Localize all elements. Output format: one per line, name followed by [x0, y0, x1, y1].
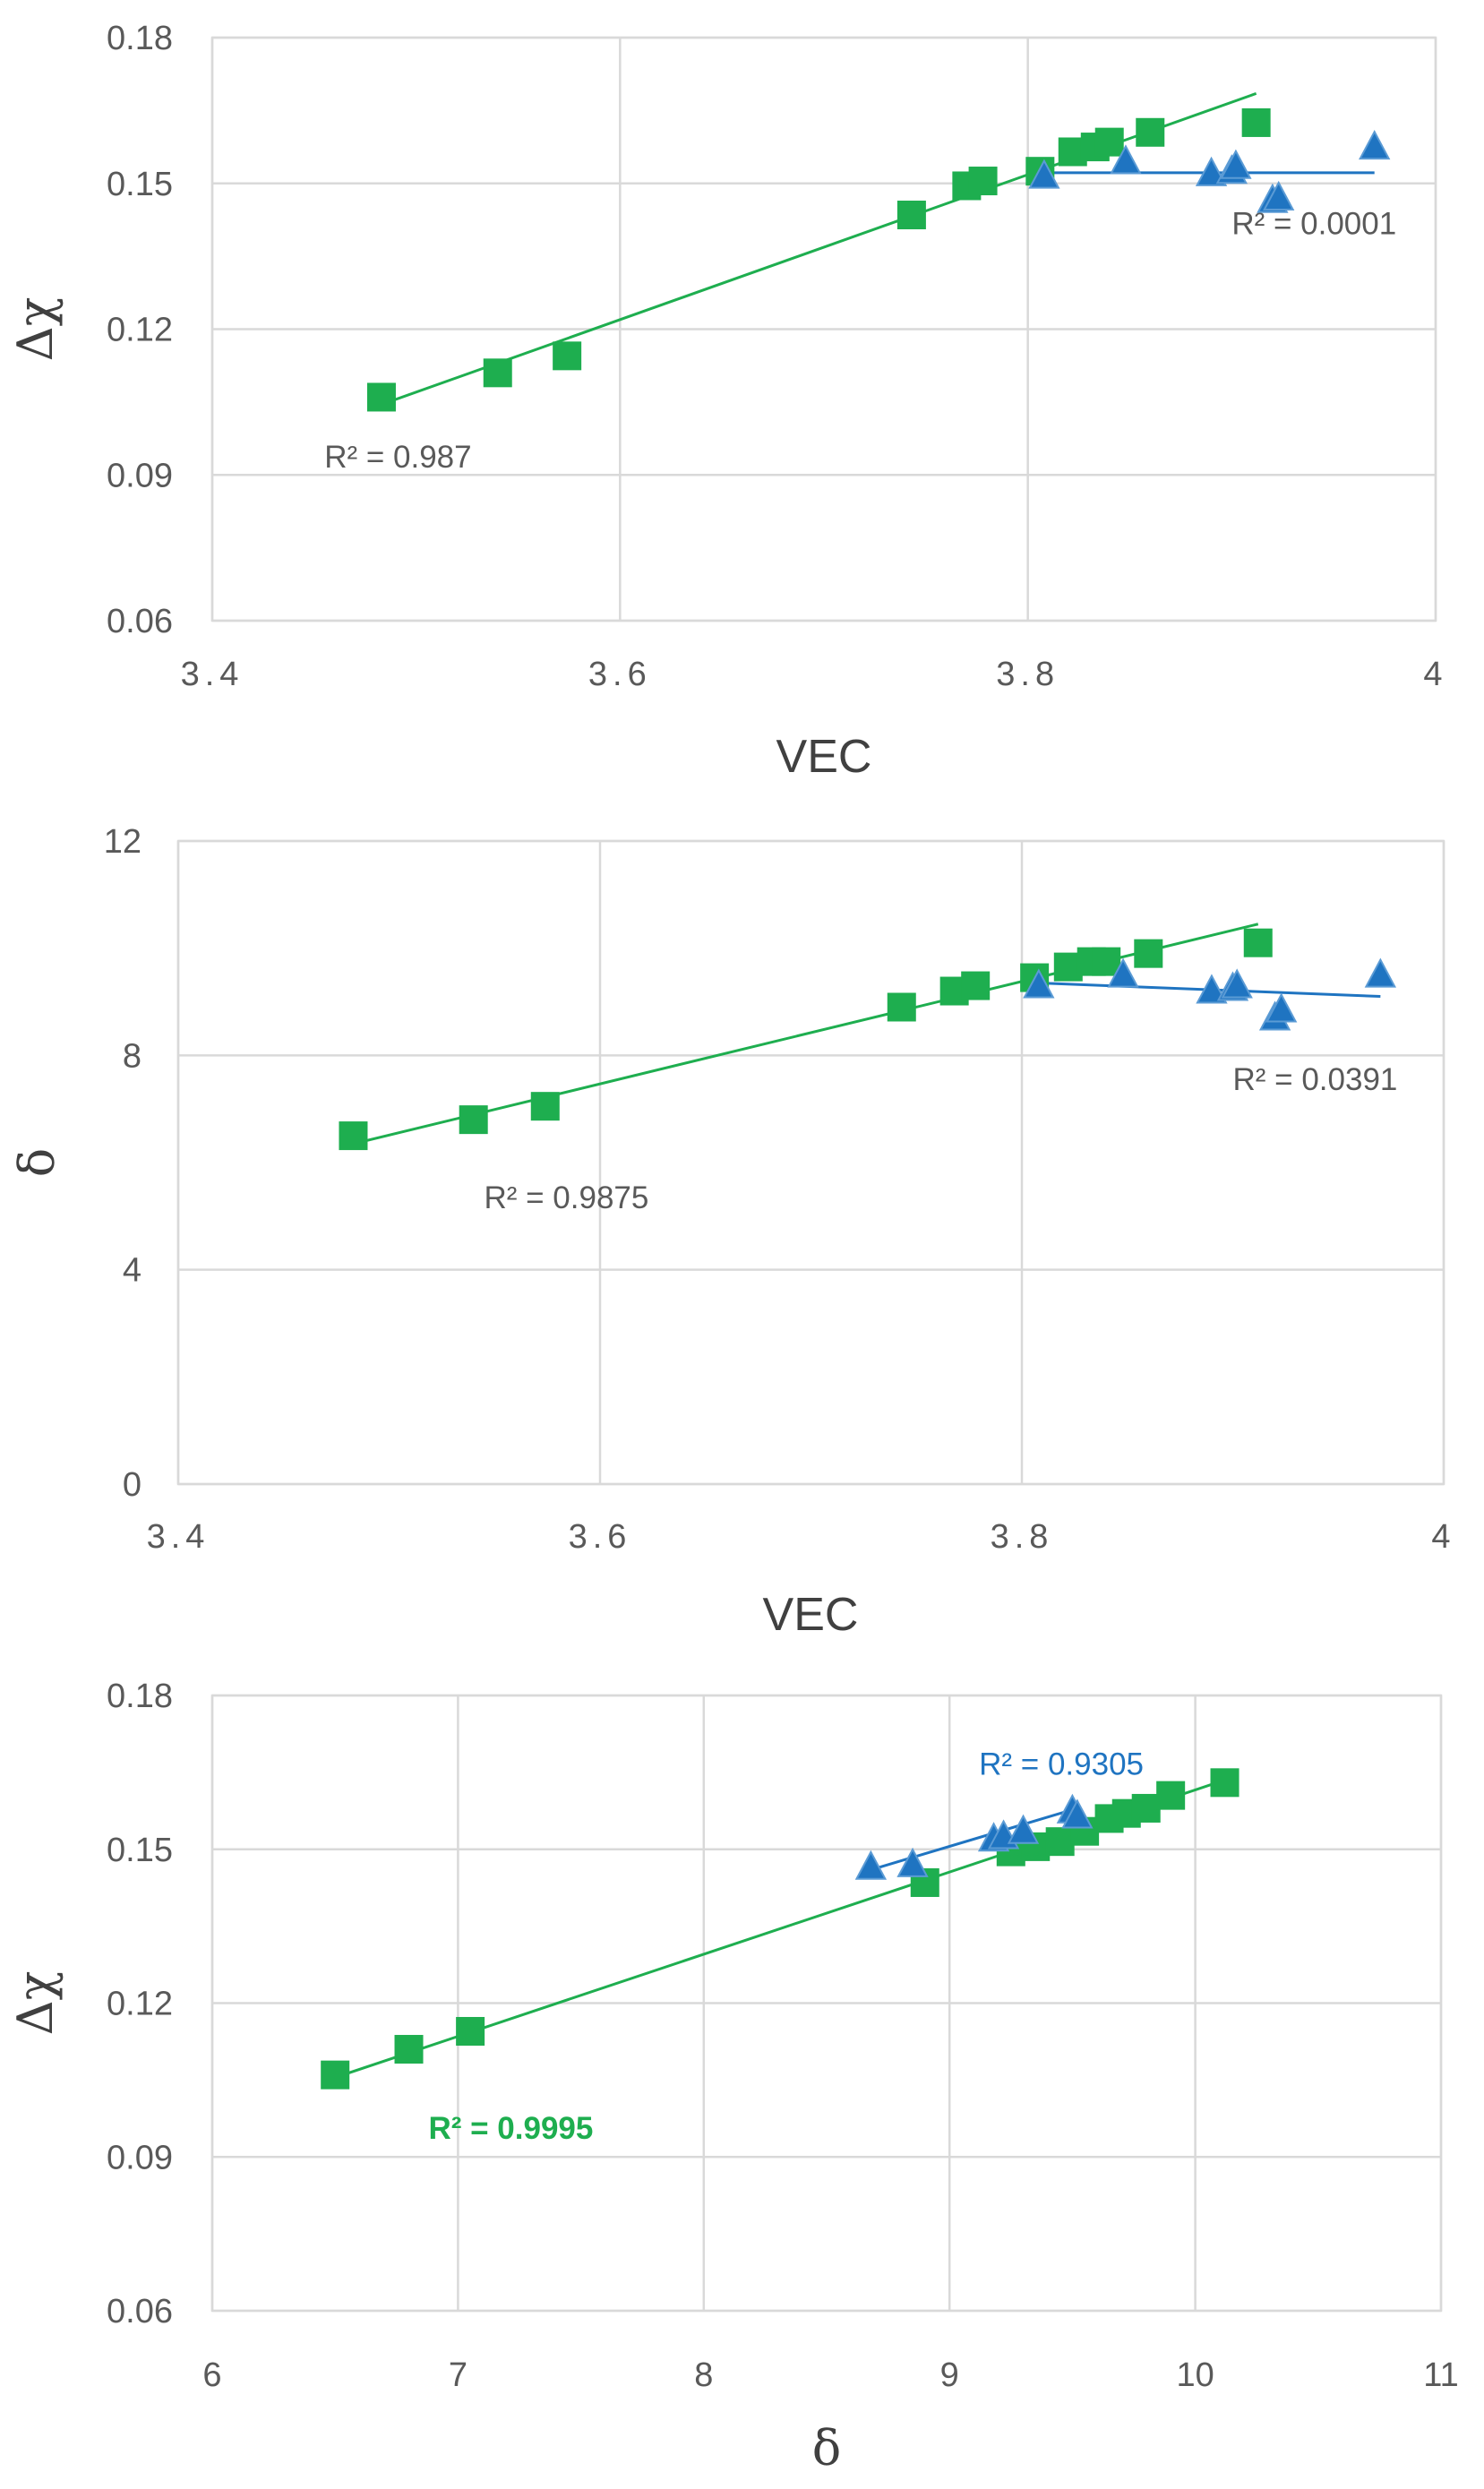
y-axis-title: Δχ: [7, 1971, 64, 2036]
y-tick-label: 0: [123, 1466, 142, 1504]
blue-triangle-point: [1061, 1798, 1094, 1829]
y-tick-label: 0.12: [107, 1986, 173, 2023]
blue-triangle-point: [1220, 149, 1252, 179]
x-axis-title: VEC: [763, 1589, 859, 1641]
blue-r-squared-label: R² = 0.0001: [1231, 207, 1396, 242]
y-axis-title: δ: [9, 1148, 65, 1178]
y-tick-label: 0.18: [107, 20, 173, 57]
y-tick-label: 0.09: [107, 457, 173, 494]
x-tick-label: 3.4: [181, 656, 244, 693]
green-r-squared-label: R² = 0.987: [324, 440, 471, 475]
y-tick-label: 0.12: [107, 312, 173, 349]
y-tick-label: 0.06: [107, 2293, 173, 2330]
chart-1: 0.06 0.09 0.12 0.15 0.18 3.4 3.6 3.8 4 VEC Δχ R² = …: [7, 20, 1447, 783]
green-square-point: [1241, 107, 1271, 137]
blue-r-squared-label: R² = 0.9305: [979, 1747, 1144, 1782]
x-tick-label: 10: [1176, 2356, 1214, 2394]
green-square-point: [968, 167, 998, 196]
green-square-point: [1092, 947, 1121, 976]
green-square-point: [961, 971, 991, 1000]
y-tick-label: 0.06: [107, 603, 173, 640]
x-tick-label: 9: [940, 2356, 959, 2394]
green-square-point: [339, 1121, 368, 1151]
blue-triangle-point: [1221, 968, 1253, 999]
x-tick-label: 4: [1431, 1518, 1455, 1556]
green-square-point: [530, 1092, 560, 1121]
green-square-point: [1210, 1768, 1240, 1798]
blue-triangle-point: [1265, 992, 1298, 1023]
blue-triangle-point: [1364, 957, 1397, 988]
x-tick-label: 3.8: [996, 656, 1059, 693]
green-square-point: [1136, 117, 1165, 147]
y-tick-label: 0.18: [107, 1678, 173, 1715]
green-square-point: [1131, 1793, 1161, 1823]
blue-triangle-point: [1110, 144, 1142, 175]
y-tick-label: 12: [104, 823, 142, 861]
green-square-point: [394, 2035, 424, 2064]
green-square-point: [366, 382, 396, 412]
blue-triangle-point: [1359, 129, 1391, 160]
x-tick-label: 6: [202, 2356, 221, 2394]
blue-triangle-point: [1023, 968, 1055, 999]
green-square-point: [1094, 127, 1124, 157]
green-square-point: [321, 2060, 350, 2090]
green-square-point: [483, 358, 512, 388]
x-tick-label: 7: [449, 2356, 468, 2394]
y-axis-title: Δχ: [7, 297, 64, 362]
x-tick-label: 8: [694, 2356, 713, 2394]
green-square-point: [1134, 939, 1163, 968]
x-tick-label: 3.8: [991, 1518, 1054, 1556]
blue-triangle-point: [1007, 1814, 1040, 1844]
y-tick-label: 0.09: [107, 2139, 173, 2176]
x-tick-label: 3.6: [569, 1518, 632, 1556]
blue-r-squared-label: R² = 0.0391: [1233, 1062, 1398, 1097]
green-square-point: [896, 201, 926, 230]
chart-3: 0.06 0.09 0.12 0.15 0.18 6 7 8 9 10 11 δ Δχ R² = 0.99…: [7, 1678, 1459, 2476]
y-tick-label: 0.15: [107, 166, 173, 203]
green-square-point: [1243, 928, 1273, 957]
green-trendline: [381, 91, 1257, 407]
x-axis-title: VEC: [776, 731, 872, 783]
blue-triangle-point: [1107, 957, 1139, 988]
y-tick-label: 4: [123, 1252, 142, 1290]
blue-triangle-point: [1263, 180, 1295, 211]
blue-triangle-point: [854, 1850, 888, 1880]
blue-trendline: [870, 1807, 1078, 1872]
blue-triangle-point: [1028, 159, 1060, 189]
x-axis-title: δ: [812, 2420, 842, 2476]
blue-triangle-point: [1195, 156, 1228, 186]
x-tick-label: 3.4: [147, 1518, 210, 1556]
green-square-point: [553, 341, 582, 371]
x-tick-label: 4: [1423, 656, 1447, 693]
green-square-point: [459, 1105, 488, 1135]
green-square-point: [456, 2016, 485, 2046]
y-tick-label: 8: [123, 1037, 142, 1075]
green-square-point: [887, 992, 916, 1022]
chart-2: 0 4 8 12 3.4 3.6 3.8 4 VEC δ R² = 0.9875 R² = 0.039…: [9, 823, 1455, 1641]
blue-triangle-point: [896, 1847, 929, 1877]
x-tick-label: 3.6: [588, 656, 652, 693]
green-trendline: [353, 923, 1259, 1146]
green-r-squared-label: R² = 0.9995: [428, 2111, 593, 2146]
x-tick-label: 11: [1423, 2356, 1458, 2394]
green-square-point: [1156, 1781, 1186, 1810]
green-r-squared-label: R² = 0.9875: [484, 1180, 648, 1215]
y-tick-label: 0.15: [107, 1832, 173, 1869]
blue-triangle-point: [1196, 974, 1228, 1004]
green-square-point: [1045, 1827, 1075, 1857]
